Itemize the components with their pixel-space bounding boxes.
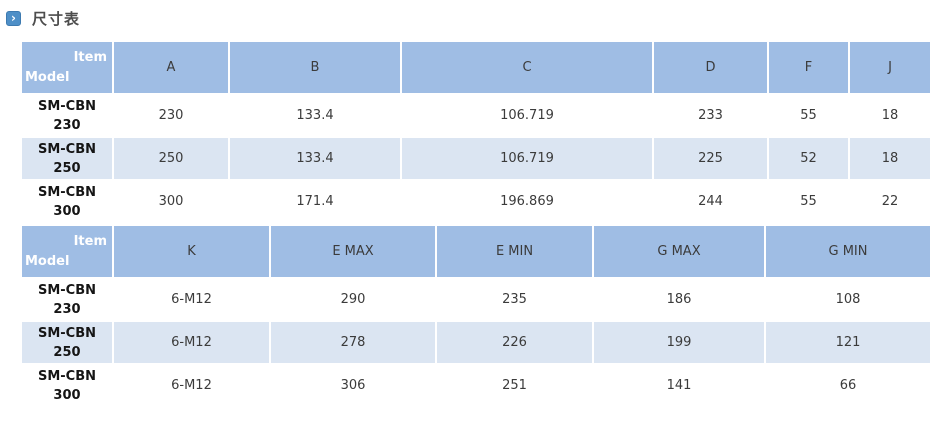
- model-cell: SM-CBN 230: [20, 93, 114, 138]
- value-cell: 199: [592, 320, 766, 365]
- value-cell: 290: [269, 277, 437, 322]
- value-cell: 235: [435, 277, 594, 322]
- header-row: Item Model A B C D F J: [20, 40, 930, 95]
- value-cell: 121: [764, 320, 930, 365]
- page: › 尺寸表 Item Model A B C D F J SM-CBN 230 230 133.4 10…: [0, 7, 930, 408]
- table-row: SM-CBN 250 250 133.4 106.719 225 52 18: [20, 136, 930, 181]
- value-cell: 55: [767, 179, 850, 224]
- model-name-line2: 300: [53, 387, 81, 403]
- table-row: SM-CBN 300 300 171.4 196.869 244 55 22: [20, 179, 930, 224]
- model-name-line1: SM-CBN: [37, 98, 97, 114]
- column-header: G MIN: [764, 224, 930, 279]
- value-cell: 6-M12: [112, 363, 271, 408]
- value-cell: 52: [767, 136, 850, 181]
- value-cell: 196.869: [400, 179, 654, 224]
- chevron-right-icon: ›: [6, 10, 21, 26]
- model-name-line1: SM-CBN: [37, 368, 97, 384]
- value-cell: 306: [269, 363, 437, 408]
- table-row: SM-CBN 250 6-M12 278 226 199 121: [20, 320, 930, 365]
- column-header: C: [400, 40, 654, 95]
- model-name-line1: SM-CBN: [37, 282, 97, 298]
- column-header: D: [652, 40, 769, 95]
- value-cell: 186: [592, 277, 766, 322]
- value-cell: 133.4: [228, 93, 402, 138]
- corner-header-top: Item: [73, 233, 107, 249]
- dimension-tables: Item Model A B C D F J SM-CBN 230 230 133.4 106.719 2…: [0, 40, 930, 408]
- section-header: › 尺寸表: [6, 7, 930, 29]
- model-name-line2: 230: [53, 117, 81, 133]
- value-cell: 106.719: [400, 136, 654, 181]
- model-name-line1: SM-CBN: [37, 141, 97, 157]
- value-cell: 141: [592, 363, 766, 408]
- model-name-line1: SM-CBN: [37, 184, 97, 200]
- column-header: A: [112, 40, 230, 95]
- value-cell: 171.4: [228, 179, 402, 224]
- column-header: E MIN: [435, 224, 594, 279]
- value-cell: 278: [269, 320, 437, 365]
- value-cell: 6-M12: [112, 320, 271, 365]
- value-cell: 133.4: [228, 136, 402, 181]
- model-cell: SM-CBN 300: [20, 363, 114, 408]
- corner-header: Item Model: [20, 224, 114, 279]
- section-title: 尺寸表: [32, 9, 81, 28]
- value-cell: 300: [112, 179, 230, 224]
- model-name-line2: 230: [53, 301, 81, 317]
- value-cell: 230: [112, 93, 230, 138]
- value-cell: 251: [435, 363, 594, 408]
- corner-header-bottom: Model: [25, 253, 70, 269]
- dimension-table-2: Item Model K E MAX E MIN G MAX G MIN SM-CBN 230 6…: [20, 224, 930, 408]
- value-cell: 108: [764, 277, 930, 322]
- header-row: Item Model K E MAX E MIN G MAX G MIN: [20, 224, 930, 279]
- corner-header: Item Model: [20, 40, 114, 95]
- model-name-line1: SM-CBN: [37, 325, 97, 341]
- table-row: SM-CBN 230 6-M12 290 235 186 108: [20, 277, 930, 322]
- model-cell: SM-CBN 250: [20, 320, 114, 365]
- value-cell: 106.719: [400, 93, 654, 138]
- model-name-line2: 250: [53, 344, 81, 360]
- value-cell: 55: [767, 93, 850, 138]
- value-cell: 250: [112, 136, 230, 181]
- table-row: SM-CBN 230 230 133.4 106.719 233 55 18: [20, 93, 930, 138]
- value-cell: 22: [848, 179, 930, 224]
- column-header: F: [767, 40, 850, 95]
- value-cell: 6-M12: [112, 277, 271, 322]
- model-name-line2: 250: [53, 160, 81, 176]
- model-cell: SM-CBN 250: [20, 136, 114, 181]
- value-cell: 18: [848, 93, 930, 138]
- value-cell: 225: [652, 136, 769, 181]
- column-header: G MAX: [592, 224, 766, 279]
- value-cell: 66: [764, 363, 930, 408]
- value-cell: 233: [652, 93, 769, 138]
- column-header: E MAX: [269, 224, 437, 279]
- column-header: J: [848, 40, 930, 95]
- model-name-line2: 300: [53, 203, 81, 219]
- column-header: B: [228, 40, 402, 95]
- value-cell: 226: [435, 320, 594, 365]
- value-cell: 18: [848, 136, 930, 181]
- corner-header-top: Item: [73, 49, 107, 65]
- corner-header-bottom: Model: [25, 69, 70, 85]
- value-cell: 244: [652, 179, 769, 224]
- model-cell: SM-CBN 300: [20, 179, 114, 224]
- model-cell: SM-CBN 230: [20, 277, 114, 322]
- column-header: K: [112, 224, 271, 279]
- table-row: SM-CBN 300 6-M12 306 251 141 66: [20, 363, 930, 408]
- dimension-table-1: Item Model A B C D F J SM-CBN 230 230 133.4 106.719 2…: [20, 40, 930, 224]
